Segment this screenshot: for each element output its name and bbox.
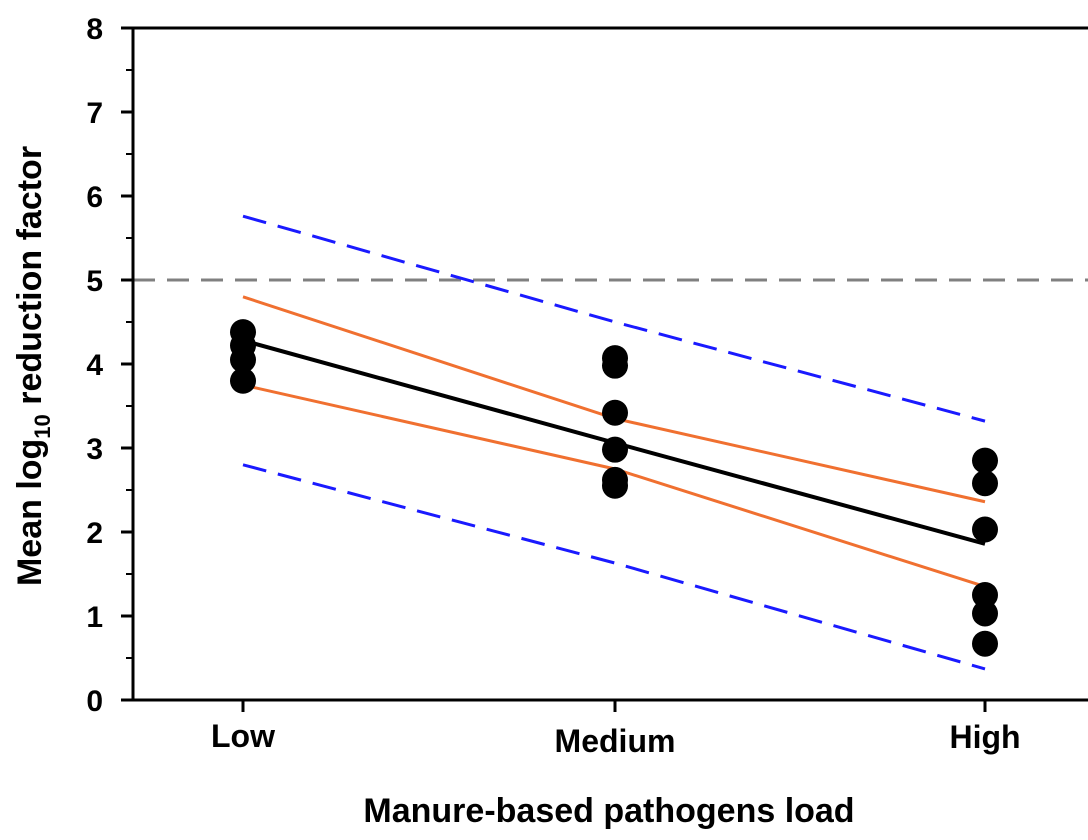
y-tick-label-7: 7 [86,97,103,130]
data-point-3 [230,367,256,394]
y-tick-label-0: 0 [86,685,103,718]
y-axis-title: Mean log10 reduction factor [11,146,55,586]
data-point-6 [602,399,628,426]
data-point-12 [972,516,998,543]
data-point-14 [972,600,998,627]
data-point-9 [602,472,628,499]
x-tick-label-high: High [949,719,1020,755]
data-point-10 [972,447,998,474]
y-tick-label-1: 1 [86,601,103,634]
fit-line-prediction-upper [242,214,986,423]
data-point-2 [230,346,256,373]
data-point-15 [972,630,998,657]
y-tick-label-3: 3 [86,433,103,466]
x-tick-label-medium: Medium [555,723,676,759]
labels-layer: 0 1 2 3 4 5 6 7 8 Low Medium High Manure-based patho… [11,13,1021,830]
y-tick-label-8: 8 [86,13,103,46]
y-axis-title-subscript: 10 [30,414,55,438]
y-tick-label-6: 6 [86,181,103,214]
axes-layer [121,26,1088,712]
y-tick-label-5: 5 [86,265,103,298]
x-axis-title: Manure-based pathogens load [363,792,854,830]
y-axis-title-suffix: reduction factor [11,146,49,414]
data-point-5 [602,352,628,379]
y-axis-title-prefix: Mean log [11,439,49,586]
data-points-layer [230,319,998,657]
fit-line-prediction-lower [242,463,986,671]
x-tick-label-low: Low [211,718,275,754]
data-point-13 [972,582,998,608]
y-tick-label-4: 4 [86,349,103,382]
data-point-7 [602,436,628,463]
y-tick-label-2: 2 [86,517,103,550]
data-point-11 [972,470,998,497]
